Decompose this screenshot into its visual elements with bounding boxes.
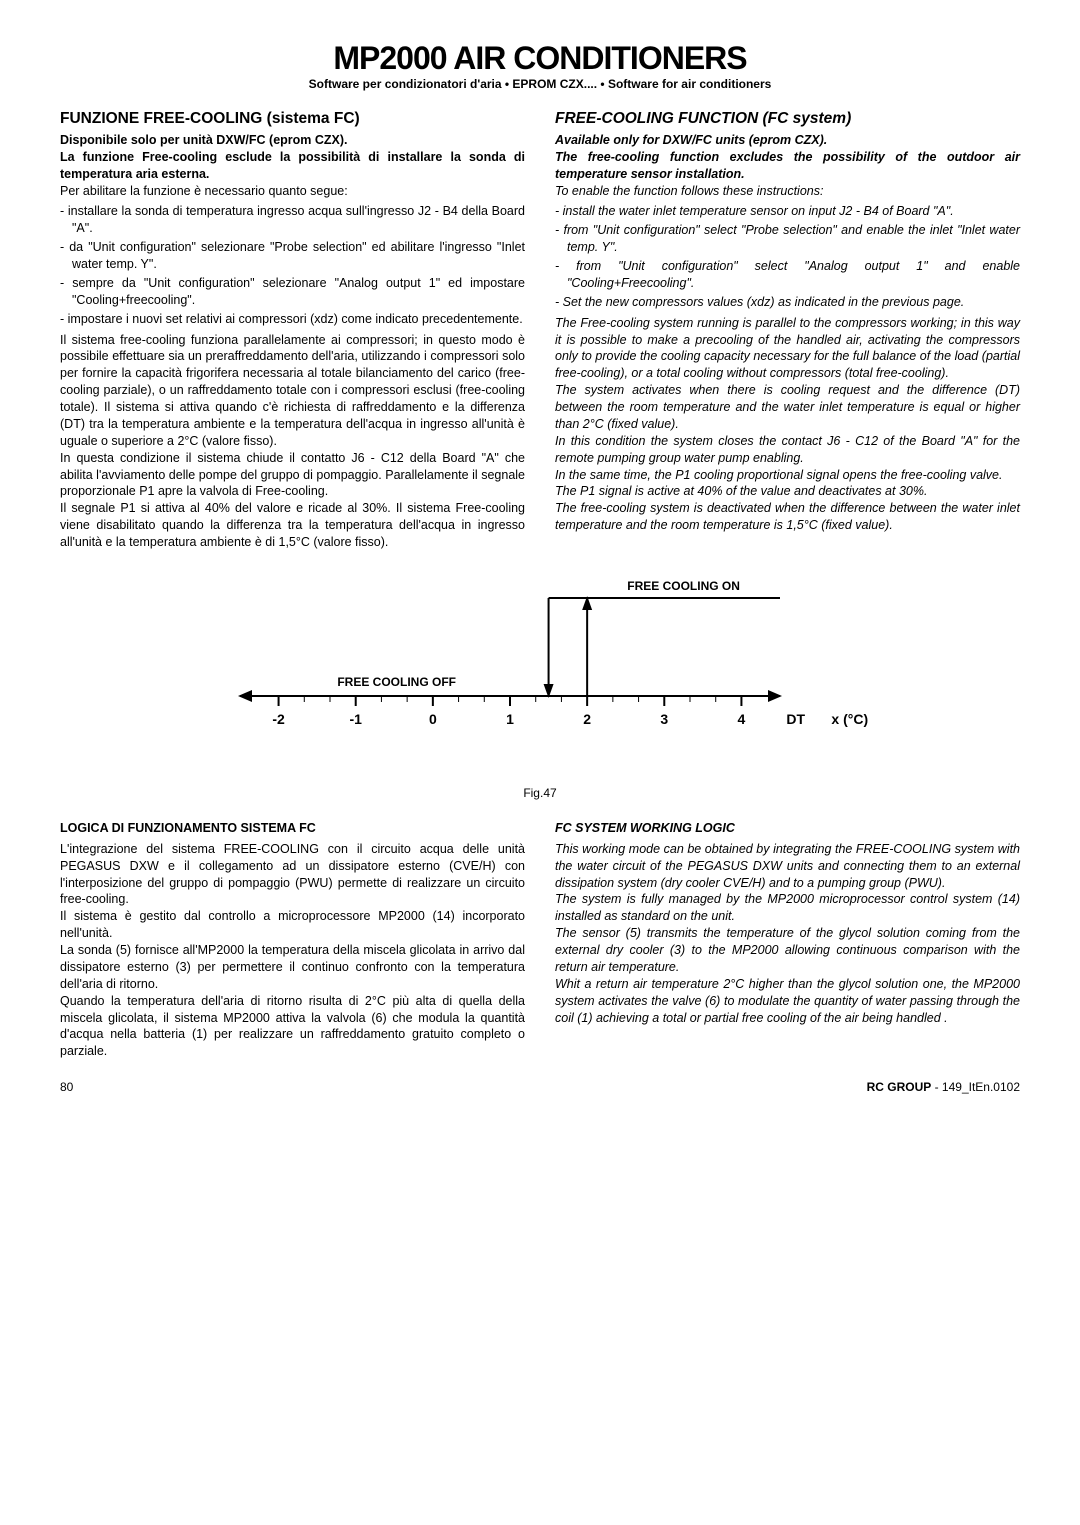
bullet-it: impostare i nuovi set relativi ai compre… [60, 311, 525, 328]
svg-text:DT: DT [786, 711, 805, 727]
svg-text:FREE COOLING ON: FREE COOLING ON [627, 579, 740, 593]
svg-text:0: 0 [429, 711, 437, 727]
svg-text:2: 2 [583, 711, 591, 727]
para-en: The free-cooling system is deactivated w… [555, 500, 1020, 534]
bullet-en: Set the new compressors values (xdz) as … [555, 294, 1020, 311]
para-it: Il sistema free-cooling funziona paralle… [60, 332, 525, 450]
bullet-en: from "Unit configuration" select "Analog… [555, 258, 1020, 292]
svg-text:-2: -2 [272, 711, 285, 727]
svg-text:-1: -1 [349, 711, 362, 727]
lower-para-it: L'integrazione del sistema FREE-COOLING … [60, 841, 525, 909]
para-it: In questa condizione il sistema chiude i… [60, 450, 525, 501]
lower-para-it: Quando la temperatura dell'aria di ritor… [60, 993, 525, 1061]
heading-en: FREE-COOLING FUNCTION (FC system) [555, 109, 1020, 130]
bullet-en: from "Unit configuration" select "Probe … [555, 222, 1020, 256]
svg-text:4: 4 [738, 711, 746, 727]
bullet-it: installare la sonda di temperatura ingre… [60, 203, 525, 237]
footer-brand: RC GROUP [867, 1080, 932, 1094]
page-footer: 80 RC GROUP - 149_ItEn.0102 [60, 1080, 1020, 1094]
para-en: The system activates when there is cooli… [555, 382, 1020, 433]
lower-para-it: La sonda (5) fornisce all'MP2000 la temp… [60, 942, 525, 993]
lower-para-it: Il sistema è gestito dal controllo a mic… [60, 908, 525, 942]
intro-bold-en: Available only for DXW/FC units (eprom C… [555, 132, 1020, 183]
para-en: The Free-cooling system running is paral… [555, 315, 1020, 383]
lower-para-en: The system is fully managed by the MP200… [555, 891, 1020, 925]
lower-para-en: The sensor (5) transmits the temperature… [555, 925, 1020, 976]
column-italian: FUNZIONE FREE-COOLING (sistema FC) Dispo… [60, 109, 525, 551]
intro-bold-it: Disponibile solo per unità DXW/FC (eprom… [60, 132, 525, 183]
svg-text:FREE COOLING OFF: FREE COOLING OFF [337, 675, 456, 689]
bullet-it: sempre da "Unit configuration" seleziona… [60, 275, 525, 309]
column-english: FREE-COOLING FUNCTION (FC system) Availa… [555, 109, 1020, 551]
lower-heading-it: LOGICA DI FUNZIONAMENTO SISTEMA FC [60, 820, 525, 837]
intro-line-en: To enable the function follows these ins… [555, 183, 1020, 200]
heading-it: FUNZIONE FREE-COOLING (sistema FC) [60, 109, 525, 130]
lower-column-italian: LOGICA DI FUNZIONAMENTO SISTEMA FC L'int… [60, 820, 525, 1060]
svg-text:x (°C): x (°C) [831, 711, 868, 727]
intro-line-it: Per abilitare la funzione è necessario q… [60, 183, 525, 200]
bullet-it: da "Unit configuration" selezionare "Pro… [60, 239, 525, 273]
page-title: MP2000 AIR CONDITIONERS [60, 40, 1020, 77]
bullets-en: install the water inlet temperature sens… [555, 203, 1020, 310]
lower-column-english: FC SYSTEM WORKING LOGIC This working mod… [555, 820, 1020, 1060]
lower-para-en: This working mode can be obtained by int… [555, 841, 1020, 892]
lower-columns: LOGICA DI FUNZIONAMENTO SISTEMA FC L'int… [60, 820, 1020, 1060]
footer-right: RC GROUP - 149_ItEn.0102 [867, 1080, 1020, 1094]
bullet-en: install the water inlet temperature sens… [555, 203, 1020, 220]
para-en: In the same time, the P1 cooling proport… [555, 467, 1020, 484]
para-it: Il segnale P1 si attiva al 40% del valor… [60, 500, 525, 551]
para-en: The P1 signal is active at 40% of the va… [555, 483, 1020, 500]
figure-caption: Fig.47 [60, 786, 1020, 800]
svg-text:1: 1 [506, 711, 514, 727]
page-number: 80 [60, 1080, 73, 1094]
bullets-it: installare la sonda di temperatura ingre… [60, 203, 525, 327]
lower-heading-en: FC SYSTEM WORKING LOGIC [555, 820, 1020, 837]
top-columns: FUNZIONE FREE-COOLING (sistema FC) Dispo… [60, 109, 1020, 551]
para-en: In this condition the system closes the … [555, 433, 1020, 467]
svg-text:3: 3 [660, 711, 668, 727]
page-subtitle: Software per condizionatori d'aria • EPR… [60, 77, 1020, 91]
free-cooling-chart: -2 -1 0 1 2 3 4 DT x (°C) FREE COOLING ON FREE COO… [180, 571, 900, 776]
footer-code: - 149_ItEn.0102 [931, 1080, 1020, 1094]
lower-para-en: Whit a return air temperature 2°C higher… [555, 976, 1020, 1027]
